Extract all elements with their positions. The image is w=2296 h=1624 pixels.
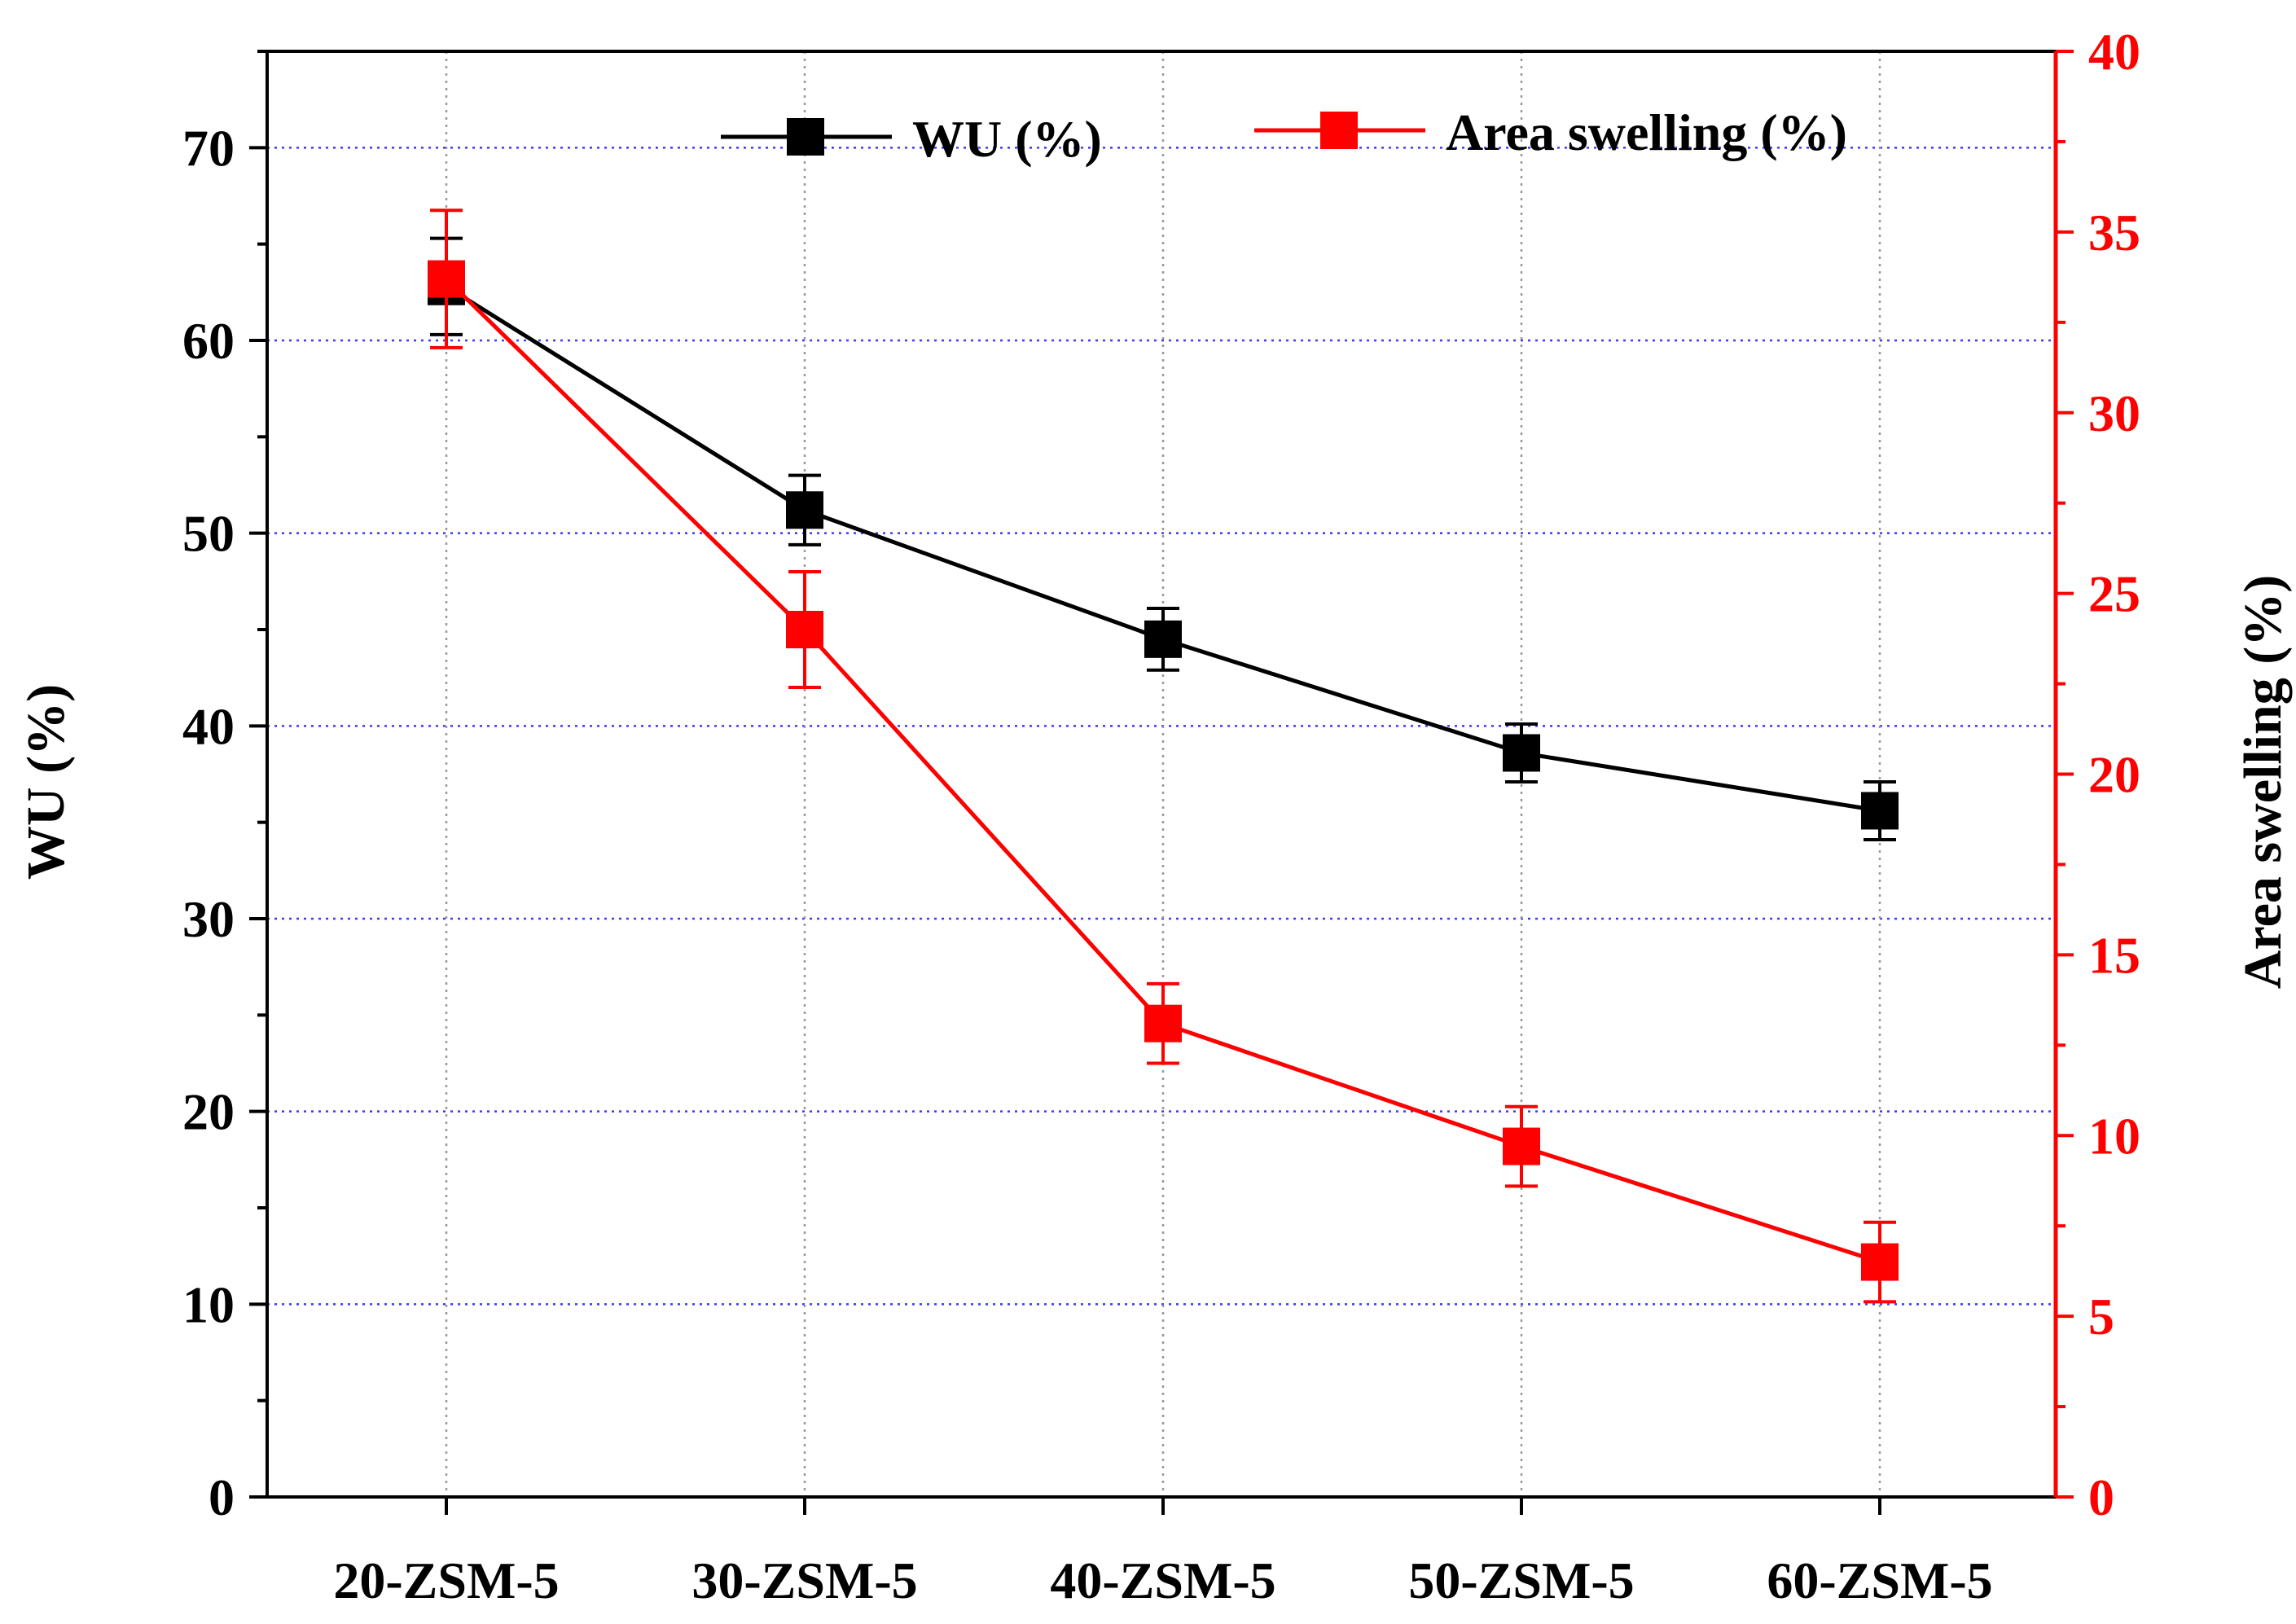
swelling-marker bbox=[1144, 1004, 1182, 1042]
gridlines bbox=[267, 51, 2056, 1497]
axes: 0 10 20 30 40 50 60 70 0 5 10 15 20 25 30 35 40 20-ZSM-5 3… bbox=[182, 23, 2140, 1609]
y-tick-label-left: 50 bbox=[182, 505, 235, 563]
y-tick-label-right: 0 bbox=[2088, 1468, 2114, 1526]
legend-swelling-marker bbox=[1320, 112, 1358, 149]
x-tick-label: 50-ZSM-5 bbox=[1408, 1552, 1634, 1609]
y-tick-label-right: 15 bbox=[2088, 926, 2140, 984]
swelling-marker bbox=[786, 611, 823, 648]
wu-series-line bbox=[445, 284, 1881, 813]
y-tick-label-right: 10 bbox=[2088, 1107, 2140, 1165]
x-tick-label: 20-ZSM-5 bbox=[333, 1552, 559, 1609]
y-axis-title-left: WU (%) bbox=[16, 684, 76, 880]
legend-wu-marker bbox=[787, 118, 824, 156]
series-layer bbox=[428, 208, 1899, 1304]
x-tick-label: 40-ZSM-5 bbox=[1050, 1552, 1275, 1609]
y-tick-label-right: 25 bbox=[2088, 565, 2140, 623]
y-tick-label-right: 20 bbox=[2088, 746, 2140, 804]
legend-wu-label: WU (%) bbox=[912, 110, 1102, 168]
y-tick-label-left: 70 bbox=[182, 119, 235, 177]
y-tick-label-right: 40 bbox=[2088, 23, 2140, 81]
y-tick-label-left: 10 bbox=[182, 1275, 235, 1333]
wu-marker bbox=[1144, 620, 1182, 658]
swelling-marker bbox=[1861, 1243, 1899, 1281]
y-tick-label-right: 30 bbox=[2088, 384, 2140, 442]
y-tick-label-right: 5 bbox=[2088, 1288, 2114, 1345]
legend: WU (%) Area swelling (%) bbox=[721, 103, 1847, 168]
y-tick-label-left: 0 bbox=[209, 1468, 235, 1526]
wu-marker bbox=[1861, 792, 1899, 830]
x-tick-label: 60-ZSM-5 bbox=[1767, 1552, 1992, 1609]
wu-marker bbox=[786, 491, 823, 529]
legend-swelling-label: Area swelling (%) bbox=[1446, 103, 1847, 161]
x-tick-label: 30-ZSM-5 bbox=[691, 1552, 917, 1609]
y-tick-label-left: 30 bbox=[182, 890, 235, 948]
y-tick-label-left: 40 bbox=[182, 697, 235, 755]
swelling-marker bbox=[428, 260, 465, 298]
swelling-marker bbox=[1503, 1127, 1540, 1165]
y-tick-label-left: 60 bbox=[182, 312, 235, 370]
wu-marker bbox=[1503, 734, 1540, 772]
y-tick-label-left: 20 bbox=[182, 1083, 235, 1141]
y-axis-title-right: Area swelling (%) bbox=[2233, 575, 2293, 989]
y-tick-label-right: 35 bbox=[2088, 204, 2140, 261]
